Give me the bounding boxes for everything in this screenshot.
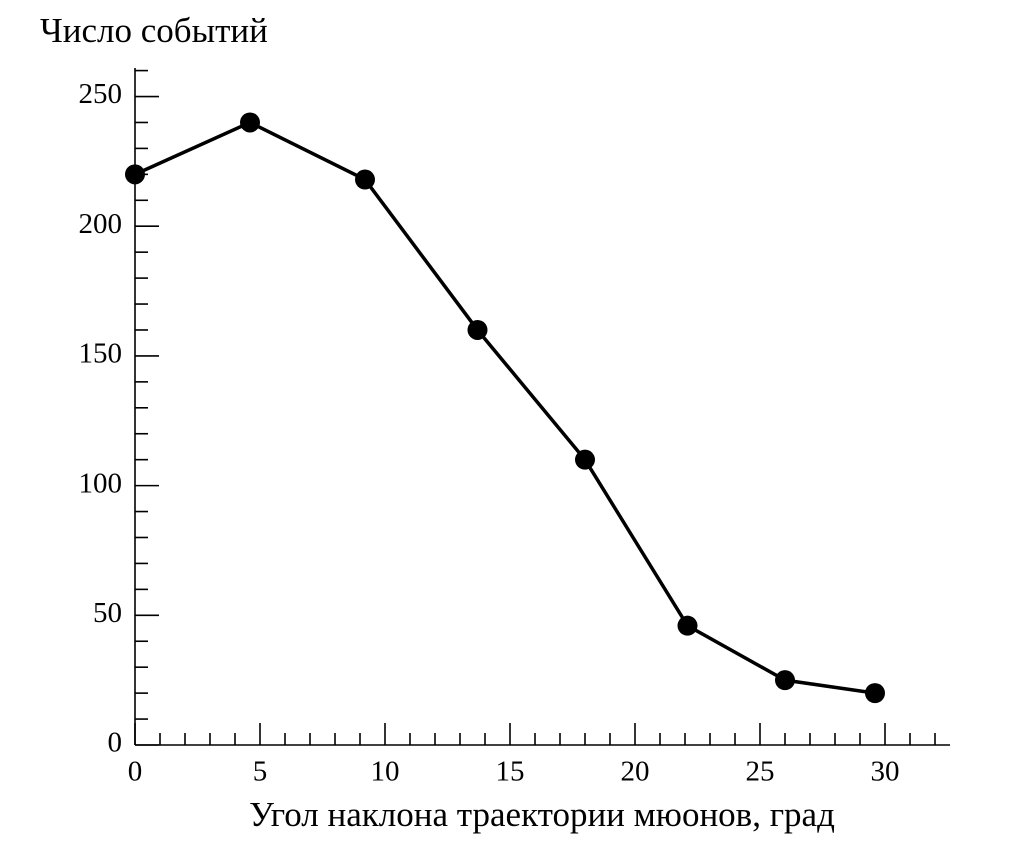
y-tick-label: 0 — [108, 727, 123, 759]
data-line — [134, 120, 876, 695]
data-point — [575, 449, 595, 470]
data-point — [125, 164, 145, 185]
y-tick-label: 50 — [93, 597, 122, 629]
x-tick-label: 0 — [128, 756, 143, 788]
y-tick-label: 250 — [79, 78, 123, 110]
data-point — [677, 615, 698, 636]
data-point — [775, 670, 795, 691]
x-axis-label: Угол наклона траектории мюонов, град — [249, 795, 835, 834]
x-tick-label: 5 — [253, 756, 268, 788]
x-tick-label: 25 — [746, 756, 775, 788]
data-point — [467, 319, 488, 340]
y-tick-label: 150 — [79, 338, 123, 370]
y-axis-label: Число событий — [40, 11, 268, 50]
y-tick-label: 200 — [79, 208, 123, 240]
data-point — [865, 683, 885, 704]
data-point — [355, 169, 375, 190]
data-point — [240, 112, 260, 133]
x-tick-label: 20 — [621, 756, 650, 788]
x-tick-label: 10 — [371, 756, 400, 788]
x-tick-label: 30 — [871, 756, 900, 788]
x-tick-label: 15 — [496, 756, 525, 788]
y-tick-label: 100 — [79, 467, 123, 499]
